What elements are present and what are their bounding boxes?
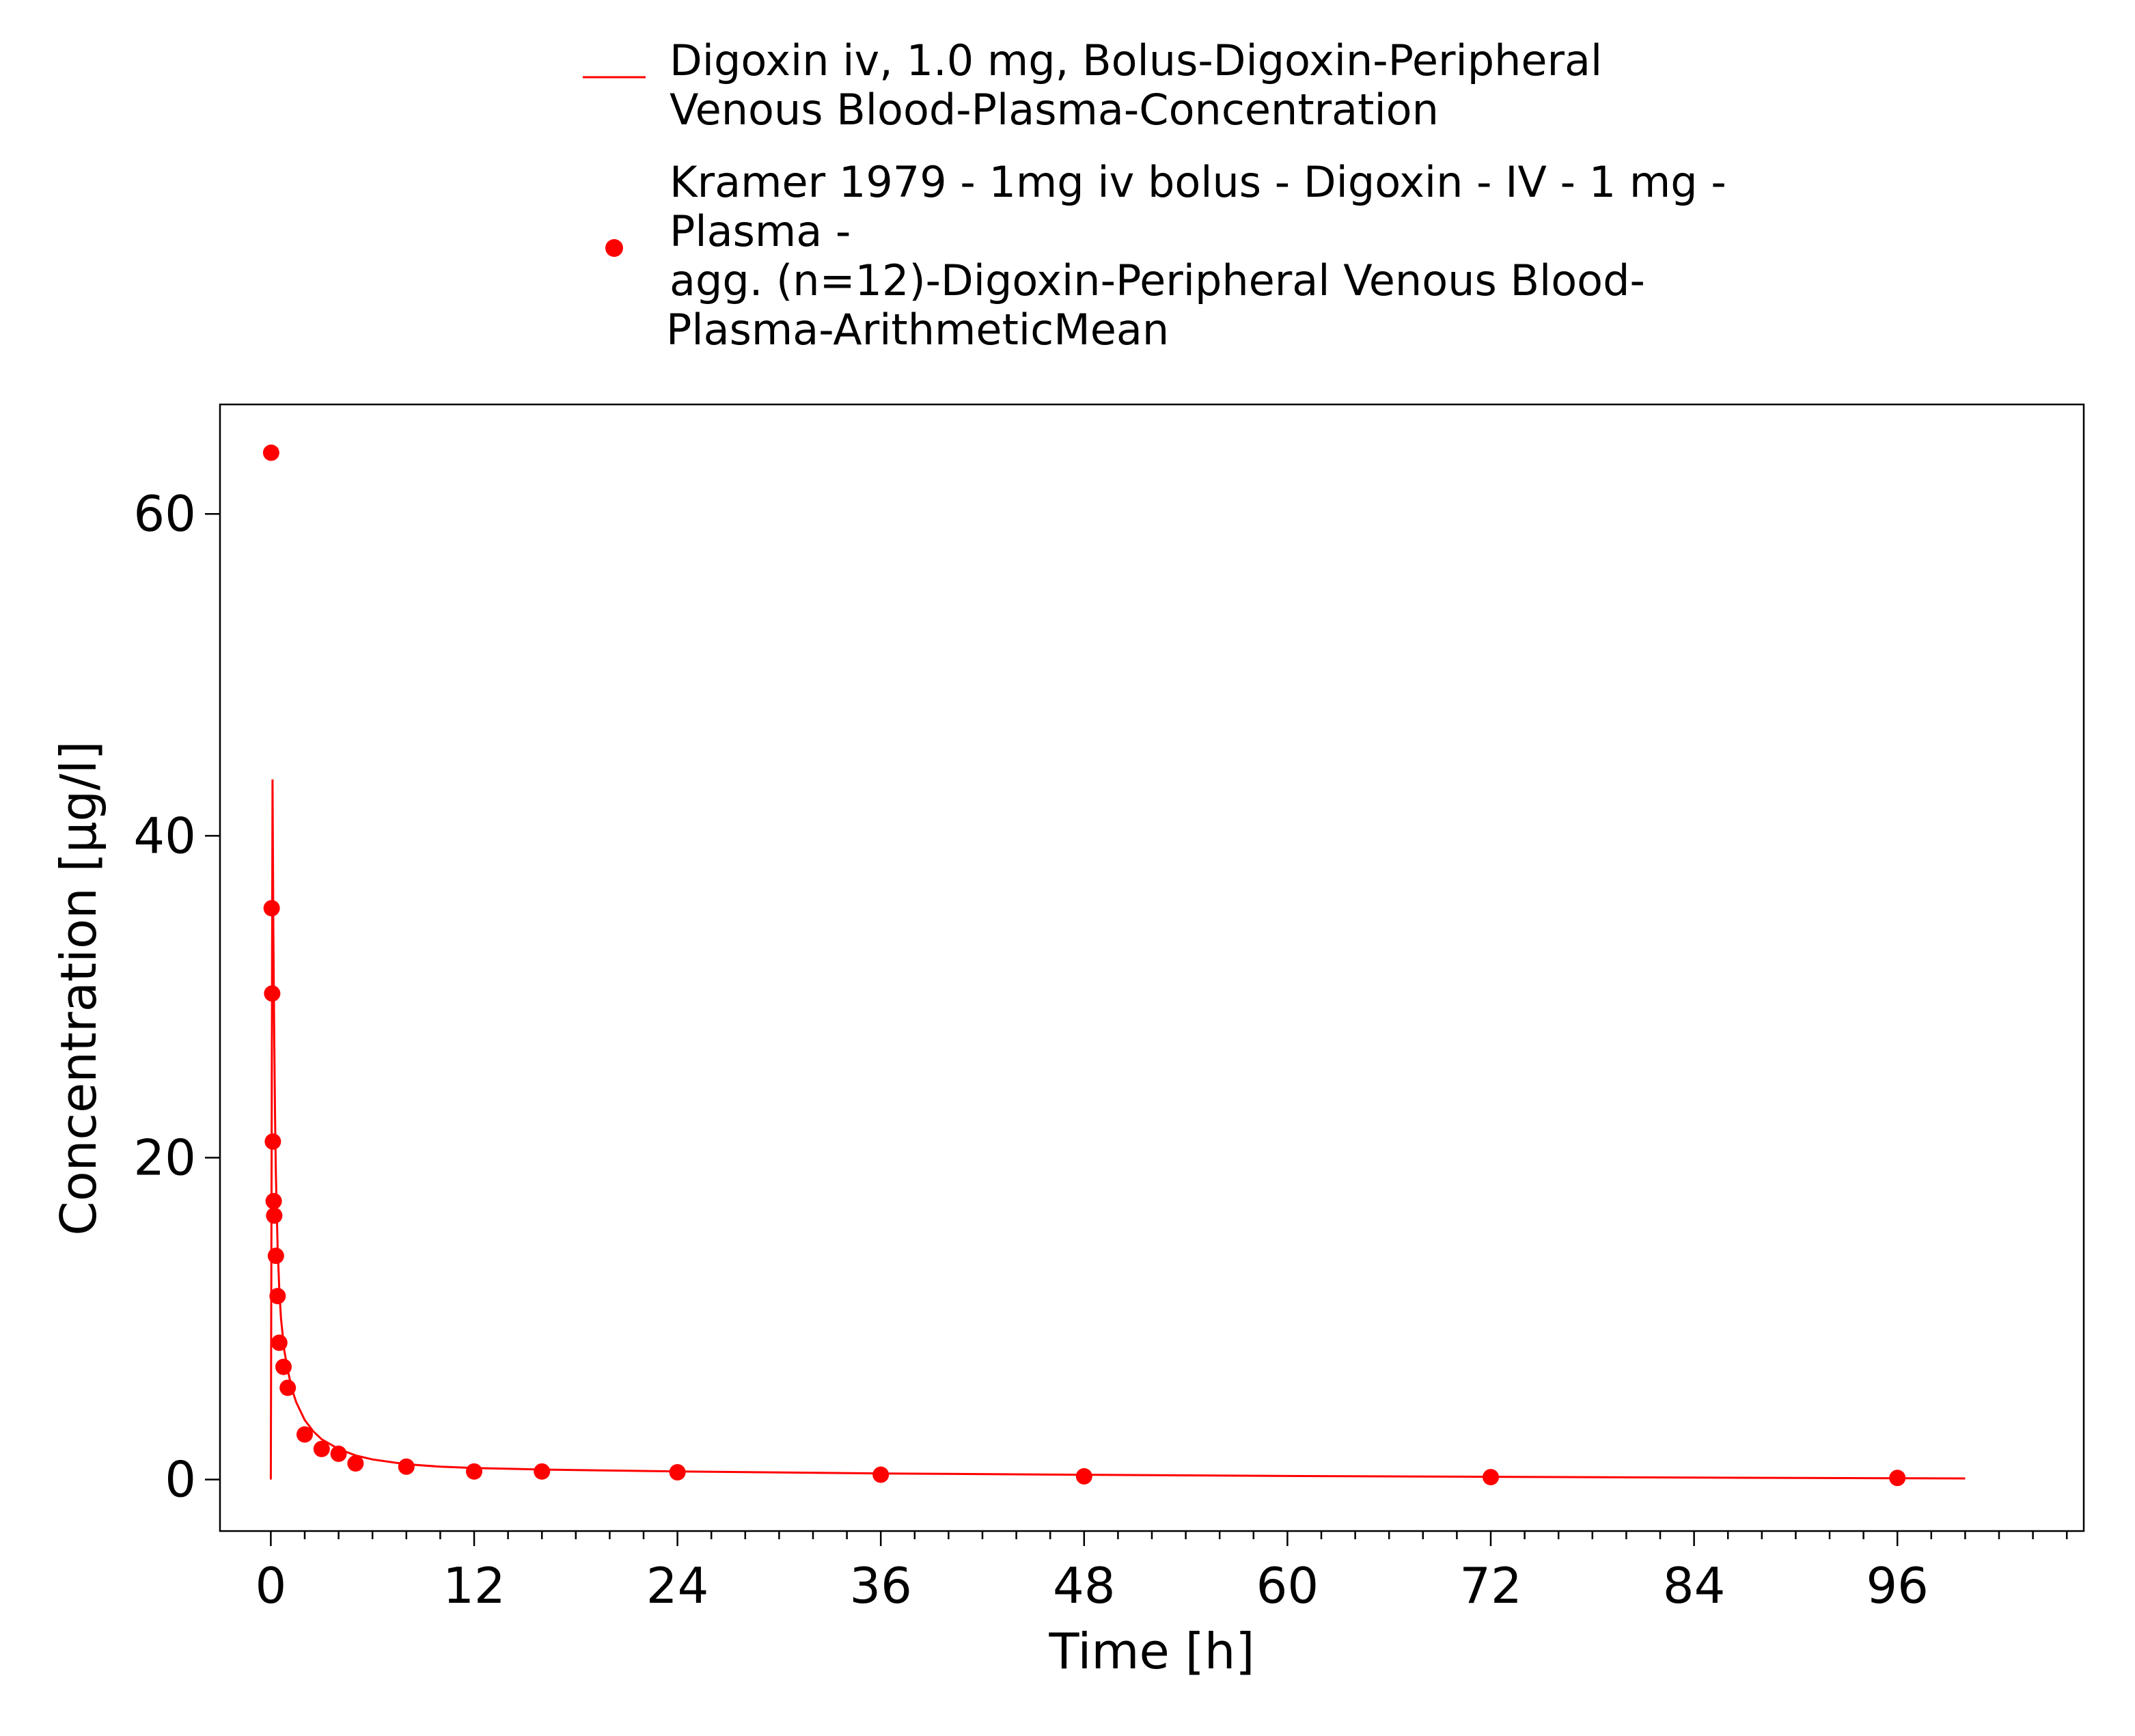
x-tick-label: 0 [255, 1557, 286, 1614]
observed-data-point [279, 1379, 297, 1396]
observed-data-point [330, 1445, 347, 1462]
x-tick-label: 12 [443, 1557, 506, 1614]
simulation-line [269, 779, 1966, 1480]
observed-data-point [534, 1463, 551, 1480]
legend-label-line: Plasma - [670, 206, 851, 256]
observed-data-point [264, 1133, 281, 1150]
observed-data-point [1075, 1468, 1092, 1485]
observed-data-point [265, 1193, 282, 1210]
observed-data-point [466, 1463, 482, 1480]
plot-area-frame [219, 403, 2085, 1532]
y-axis: 0 20 40 60 [133, 485, 220, 1508]
y-tick-label: 60 [133, 485, 196, 542]
observed-data-point [1889, 1470, 1906, 1487]
observed-data-point [297, 1426, 313, 1443]
y-tick-label: 40 [133, 807, 196, 864]
x-tick-label: 24 [646, 1557, 709, 1614]
x-tick-label: 96 [1866, 1557, 1929, 1614]
legend-label-line: agg. (n=12)-Digoxin-Peripheral Venous Bl… [670, 256, 1645, 305]
legend-label-line: Venous Blood-Plasma-Concentration [670, 85, 1439, 135]
observed-data-point [347, 1455, 364, 1472]
legend-marker-swatch [605, 239, 623, 257]
plot-content [262, 444, 1966, 1487]
x-tick-label: 72 [1459, 1557, 1522, 1614]
observed-data-point [313, 1440, 330, 1457]
observed-data-point [267, 1248, 284, 1265]
observed-data-point [269, 1288, 286, 1305]
x-axis: 0 12 24 36 48 60 72 84 96 [255, 1531, 2068, 1614]
y-tick-label: 20 [133, 1129, 196, 1186]
observed-data-point [669, 1464, 686, 1481]
x-tick-label: 48 [1053, 1557, 1116, 1614]
observed-data-point [275, 1358, 292, 1375]
observed-data-point [398, 1458, 415, 1475]
y-axis-title: Concentration [µg/l] [50, 741, 107, 1235]
legend: Digoxin iv, 1.0 mg, Bolus-Digoxin-Periph… [583, 36, 1726, 355]
legend-label-line: Kramer 1979 - 1mg iv bolus - Digoxin - I… [670, 157, 1726, 207]
y-tick-label: 0 [165, 1451, 196, 1508]
x-tick-label: 84 [1663, 1557, 1726, 1614]
x-tick-label: 60 [1256, 1557, 1319, 1614]
observed-data-point [262, 444, 279, 461]
x-tick-label: 36 [849, 1557, 912, 1614]
x-axis-title: Time [h] [1049, 1623, 1255, 1680]
observed-data-point [264, 985, 281, 1002]
legend-label-line: Plasma-ArithmeticMean [666, 305, 1169, 355]
observed-data-point [263, 900, 280, 917]
legend-label-line: Digoxin iv, 1.0 mg, Bolus-Digoxin-Periph… [670, 36, 1602, 85]
observed-data-point [266, 1207, 283, 1224]
observed-data-point [1483, 1469, 1499, 1486]
observed-data-point [271, 1334, 288, 1351]
observed-data-point [872, 1466, 890, 1483]
